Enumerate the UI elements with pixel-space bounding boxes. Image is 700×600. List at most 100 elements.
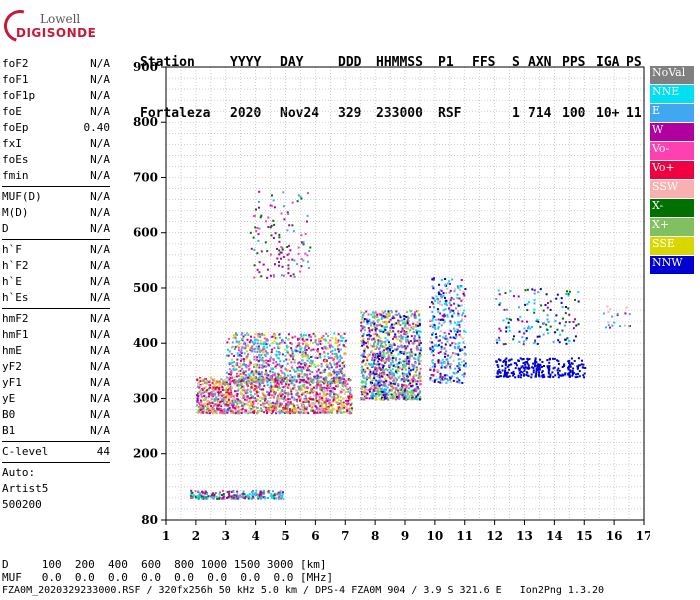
- echo-point: [257, 391, 260, 394]
- echo-point: [453, 352, 456, 355]
- echo-point: [196, 411, 199, 414]
- echo-point: [377, 318, 380, 321]
- echo-point: [246, 388, 249, 391]
- echo-point: [290, 380, 293, 383]
- echo-point: [547, 370, 550, 373]
- echo-point: [319, 388, 322, 391]
- echo-point: [275, 350, 278, 353]
- echo-point: [223, 403, 226, 406]
- echo-point: [373, 362, 376, 365]
- echo-point: [379, 329, 382, 332]
- echo-point: [244, 344, 247, 347]
- echo-point: [464, 365, 467, 368]
- echo-point: [316, 381, 318, 384]
- echo-point: [296, 372, 299, 375]
- echo-point: [332, 398, 335, 401]
- echo-point: [372, 345, 375, 348]
- echo-point: [381, 314, 384, 317]
- echo-point: [379, 382, 381, 385]
- echo-point: [449, 363, 452, 366]
- echo-point: [218, 388, 221, 391]
- echo-point: [409, 398, 412, 401]
- echo-point: [406, 373, 409, 376]
- echo-point: [202, 390, 205, 393]
- echo-point: [287, 393, 290, 396]
- echo-point: [327, 335, 329, 337]
- echo-point: [231, 412, 234, 415]
- echo-point: [231, 386, 234, 389]
- echo-point: [269, 495, 272, 497]
- echo-point: [264, 373, 267, 376]
- echo-point: [508, 326, 511, 328]
- echo-point: [375, 387, 378, 390]
- echo-point: [577, 372, 580, 375]
- echo-point: [311, 398, 314, 401]
- echo-point: [311, 387, 314, 390]
- echo-point: [404, 394, 407, 397]
- clevel-row: C-level 44: [2, 444, 110, 460]
- echo-point: [198, 407, 201, 410]
- echo-point: [290, 379, 293, 382]
- echo-point: [462, 364, 465, 367]
- echo-point: [254, 385, 257, 388]
- echo-point: [320, 362, 323, 365]
- echo-point: [315, 396, 318, 398]
- param-value: N/A: [90, 206, 110, 219]
- echo-point: [289, 377, 292, 380]
- echo-point: [382, 394, 385, 397]
- x-tick-label: 4: [251, 529, 259, 543]
- echo-point: [339, 408, 342, 411]
- echo-point: [256, 356, 259, 359]
- echo-point: [255, 208, 257, 211]
- echo-point: [497, 358, 500, 361]
- echo-point: [397, 330, 400, 333]
- echo-point: [252, 380, 255, 383]
- echo-point: [312, 380, 315, 383]
- echo-point: [538, 375, 541, 378]
- echo-point: [449, 282, 451, 285]
- echo-point: [339, 411, 342, 414]
- echo-point: [370, 321, 373, 324]
- echo-point: [291, 387, 294, 390]
- echo-point: [247, 373, 250, 376]
- echo-point: [463, 372, 466, 375]
- echo-point: [266, 276, 269, 279]
- echo-point: [217, 399, 220, 402]
- params-group-muf: MUF(D) N/A M(D) N/A D N/A: [2, 189, 110, 237]
- echo-point: [361, 327, 364, 330]
- echo-point: [260, 371, 263, 374]
- header-labels-row: Station YYYY DAY DDD HHMMSS P1 FFS S AXN PPS IGA PS: [140, 54, 648, 71]
- echo-point: [306, 356, 309, 359]
- echo-point: [226, 411, 229, 414]
- echo-point: [611, 324, 614, 327]
- echo-point: [280, 497, 282, 500]
- echo-point: [211, 386, 214, 389]
- echo-point: [324, 408, 327, 410]
- echo-point: [262, 492, 265, 495]
- echo-point: [348, 399, 351, 402]
- echo-point: [367, 388, 370, 391]
- echo-point: [364, 385, 367, 388]
- echo-point: [382, 311, 385, 314]
- echo-point: [290, 393, 293, 395]
- autoscaling-version: 500200: [2, 498, 42, 511]
- echo-point: [574, 335, 577, 338]
- echo-point: [363, 394, 366, 396]
- echo-point: [580, 363, 583, 366]
- echo-point: [437, 344, 440, 347]
- echo-point: [441, 278, 444, 281]
- echo-point: [402, 360, 405, 363]
- echo-point: [329, 339, 332, 342]
- echo-point: [521, 371, 524, 374]
- echo-point: [371, 382, 374, 384]
- echo-point: [567, 368, 570, 371]
- echo-point: [378, 379, 381, 382]
- echo-point: [628, 313, 631, 316]
- echo-point: [366, 356, 369, 359]
- echo-point: [247, 376, 250, 379]
- echo-point: [267, 374, 270, 377]
- echo-point: [365, 362, 368, 365]
- echo-point: [191, 491, 194, 494]
- echo-point: [233, 355, 236, 357]
- echo-point: [253, 248, 256, 251]
